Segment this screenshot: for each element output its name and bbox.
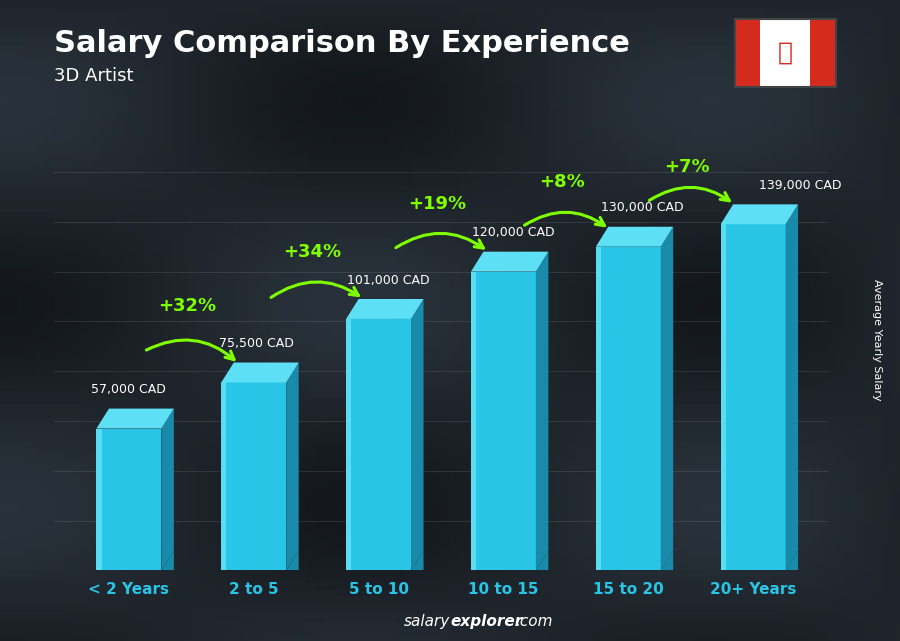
Text: explorer: explorer bbox=[450, 615, 522, 629]
Text: +8%: +8% bbox=[539, 173, 585, 191]
Polygon shape bbox=[786, 204, 798, 570]
Bar bbox=[96, 429, 102, 570]
Polygon shape bbox=[786, 551, 798, 570]
Polygon shape bbox=[96, 408, 174, 429]
Bar bbox=[721, 224, 786, 570]
Polygon shape bbox=[286, 551, 299, 570]
Polygon shape bbox=[471, 252, 548, 272]
Text: 139,000 CAD: 139,000 CAD bbox=[760, 179, 842, 192]
Polygon shape bbox=[661, 551, 673, 570]
Bar bbox=[596, 247, 661, 570]
Text: 3D Artist: 3D Artist bbox=[54, 67, 133, 85]
Text: Average Yearly Salary: Average Yearly Salary bbox=[872, 279, 883, 401]
Polygon shape bbox=[161, 408, 174, 570]
Bar bbox=[811, 19, 836, 87]
Polygon shape bbox=[221, 363, 299, 383]
Text: 75,500 CAD: 75,500 CAD bbox=[219, 337, 293, 350]
Polygon shape bbox=[721, 204, 798, 224]
Text: 🍁: 🍁 bbox=[778, 41, 793, 65]
Text: 57,000 CAD: 57,000 CAD bbox=[92, 383, 166, 396]
Text: +34%: +34% bbox=[284, 243, 341, 261]
Text: .com: .com bbox=[515, 615, 553, 629]
Bar bbox=[221, 383, 227, 570]
Text: 120,000 CAD: 120,000 CAD bbox=[472, 226, 554, 239]
Text: salary: salary bbox=[404, 615, 450, 629]
Polygon shape bbox=[286, 363, 299, 570]
Bar bbox=[346, 319, 411, 570]
Bar bbox=[221, 383, 286, 570]
Bar bbox=[760, 19, 811, 87]
Text: +19%: +19% bbox=[409, 196, 466, 213]
Bar bbox=[346, 319, 351, 570]
Text: 130,000 CAD: 130,000 CAD bbox=[601, 201, 683, 214]
Bar bbox=[596, 247, 601, 570]
Polygon shape bbox=[411, 299, 424, 570]
Text: +7%: +7% bbox=[664, 158, 710, 176]
Polygon shape bbox=[536, 551, 548, 570]
Bar bbox=[471, 272, 536, 570]
Bar bbox=[471, 272, 476, 570]
Bar bbox=[96, 429, 161, 570]
Bar bbox=[734, 19, 760, 87]
Polygon shape bbox=[346, 299, 424, 319]
Text: +32%: +32% bbox=[158, 297, 217, 315]
Bar bbox=[721, 224, 725, 570]
Polygon shape bbox=[536, 252, 548, 570]
Polygon shape bbox=[596, 227, 673, 247]
Text: 101,000 CAD: 101,000 CAD bbox=[347, 274, 430, 287]
Polygon shape bbox=[661, 227, 673, 570]
Text: Salary Comparison By Experience: Salary Comparison By Experience bbox=[54, 29, 630, 58]
Polygon shape bbox=[411, 551, 424, 570]
Polygon shape bbox=[161, 551, 174, 570]
